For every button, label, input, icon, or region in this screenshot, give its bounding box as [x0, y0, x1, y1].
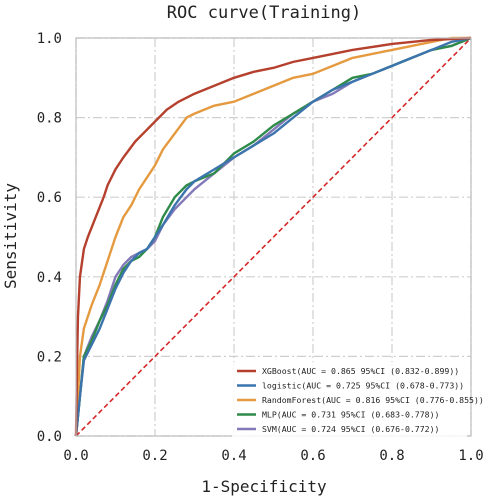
legend-entry: XGBoost(AUC = 0.865 95%CI (0.832-0.899)) — [262, 366, 459, 376]
legend-entry: SVM(AUC = 0.724 95%CI (0.676-0.772)) — [262, 424, 439, 434]
y-axis-label: Sensitivity — [1, 183, 20, 289]
y-tick-label: 0.2 — [37, 349, 62, 365]
x-tick-label: 0.0 — [63, 448, 88, 464]
series-lines — [74, 36, 472, 437]
x-tick-label: 0.8 — [379, 448, 404, 464]
x-tick-label: 0.2 — [142, 448, 167, 464]
chart-title: ROC curve(Training) — [167, 3, 361, 23]
legend-box — [232, 362, 467, 441]
y-tick-label: 0.4 — [37, 270, 62, 286]
x-tick-label: 1.0 — [458, 448, 483, 464]
legend-entry: logistic(AUC = 0.725 95%CI (0.678-0.773)… — [262, 381, 464, 391]
y-tick-label: 0.8 — [37, 111, 62, 127]
y-tick-label: 0.6 — [37, 190, 62, 206]
x-tick-label: 0.6 — [300, 448, 325, 464]
y-tick-label: 1.0 — [37, 31, 62, 47]
series-line — [74, 36, 472, 437]
series-line — [74, 36, 472, 437]
reference-diagonal-line — [75, 37, 472, 437]
series-line — [74, 36, 471, 437]
x-axis-label: 1-Specificity — [201, 477, 327, 496]
y-tick-label: 0.0 — [37, 429, 62, 445]
legend-entry: RandomForest(AUC = 0.816 95%CI (0.776-0.… — [262, 395, 484, 405]
y-tick-labels: 0.0 0.2 0.4 0.6 0.8 1.0 — [37, 31, 62, 445]
x-tick-label: 0.4 — [221, 448, 246, 464]
x-tick-labels: 0.0 0.2 0.4 0.6 0.8 1.0 — [63, 448, 483, 464]
legend-entry: MLP(AUC = 0.731 95%CI (0.683-0.778)) — [262, 410, 439, 420]
legend: XGBoost(AUC = 0.865 95%CI (0.832-0.899))… — [232, 362, 484, 441]
